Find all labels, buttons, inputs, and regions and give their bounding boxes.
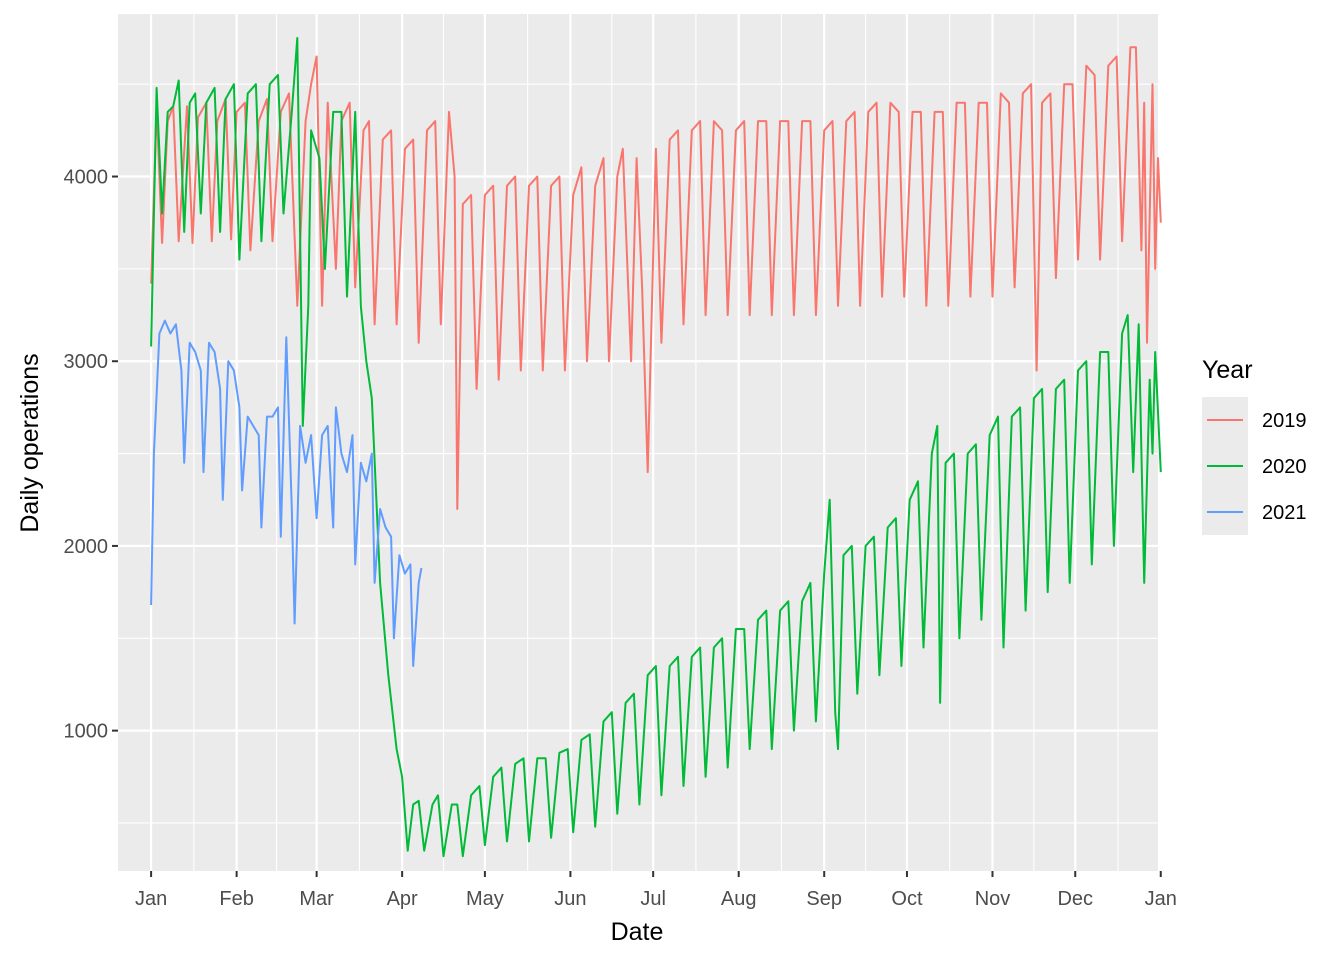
series-line-2021 bbox=[150, 319, 423, 667]
legend-label: 2019 bbox=[1262, 410, 1307, 432]
x-axis: Jan Feb Mar Apr May Jun Jul Aug Sep Oct Nov Dec Jan bbox=[135, 871, 1177, 910]
y-tick-label: 4000 bbox=[64, 167, 109, 189]
series-lines bbox=[150, 37, 1162, 858]
series-line-2020 bbox=[150, 37, 1162, 858]
x-tick-label: Sep bbox=[806, 888, 842, 910]
x-tick-label: Jan bbox=[135, 888, 167, 910]
x-tick-label: Dec bbox=[1057, 888, 1093, 910]
x-tick-label: Jul bbox=[640, 888, 666, 910]
x-tick-label: Feb bbox=[219, 888, 253, 910]
x-tick-label: May bbox=[466, 888, 504, 910]
x-tick-label: Mar bbox=[299, 888, 334, 910]
x-tick-label: Jan bbox=[1145, 888, 1177, 910]
y-tick-label: 2000 bbox=[64, 536, 109, 558]
y-axis-title: Daily operations bbox=[16, 353, 44, 532]
legend-label: 2020 bbox=[1262, 456, 1307, 478]
x-axis-title: Date bbox=[611, 918, 664, 946]
y-tick-label: 3000 bbox=[64, 351, 109, 373]
x-tick-label: Nov bbox=[975, 888, 1011, 910]
y-tick-label: 1000 bbox=[64, 721, 109, 743]
x-tick-label: Jun bbox=[554, 888, 586, 910]
x-tick-label: Aug bbox=[721, 888, 757, 910]
legend-title: Year bbox=[1202, 356, 1253, 384]
x-tick-label: Oct bbox=[891, 888, 923, 910]
series-line-2019 bbox=[150, 46, 1162, 510]
x-tick-label: Apr bbox=[387, 888, 418, 910]
plot-panel bbox=[118, 14, 1158, 871]
y-axis: 1000 2000 3000 4000 bbox=[64, 167, 118, 743]
legend: Year 2019 2020 2021 bbox=[1202, 356, 1307, 535]
legend-label: 2021 bbox=[1262, 502, 1307, 524]
legend-keys: 2019 2020 2021 bbox=[1202, 397, 1307, 535]
